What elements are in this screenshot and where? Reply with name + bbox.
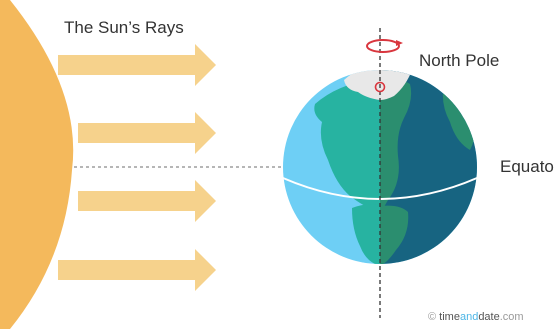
sun: [0, 0, 74, 329]
south-america-landmass: [352, 204, 380, 264]
equator-leader: [477, 166, 496, 178]
equator-label: Equato: [500, 157, 554, 176]
rotation-arrow-icon: [366, 39, 403, 53]
copyright-symbol: ©: [428, 311, 437, 323]
north-america-landmass: [314, 80, 380, 214]
ray-arrow: [78, 112, 216, 154]
ray-arrow: [78, 180, 216, 222]
north-pole-marker: [374, 81, 386, 93]
credit-time: time: [439, 311, 460, 323]
credit-domain: .com: [499, 311, 524, 323]
sun-rays-label: The Sun’s Rays: [64, 18, 184, 37]
ice-cap: [344, 70, 380, 100]
timeanddate-logo: timeanddate.com: [439, 311, 523, 323]
night-ice-cap: [380, 70, 412, 100]
ray-arrow: [58, 249, 216, 291]
earth-globe: [282, 70, 478, 264]
timeanddate-credit: © timeanddate.com: [428, 311, 524, 323]
credit-and: and: [459, 311, 479, 323]
ray-arrow: [58, 44, 216, 86]
credit-date: date: [478, 311, 500, 323]
night-landmass: [380, 79, 412, 214]
north-pole-label: North Pole: [419, 51, 500, 70]
night-landmass-south: [380, 205, 409, 264]
sun-rays: [58, 44, 216, 291]
